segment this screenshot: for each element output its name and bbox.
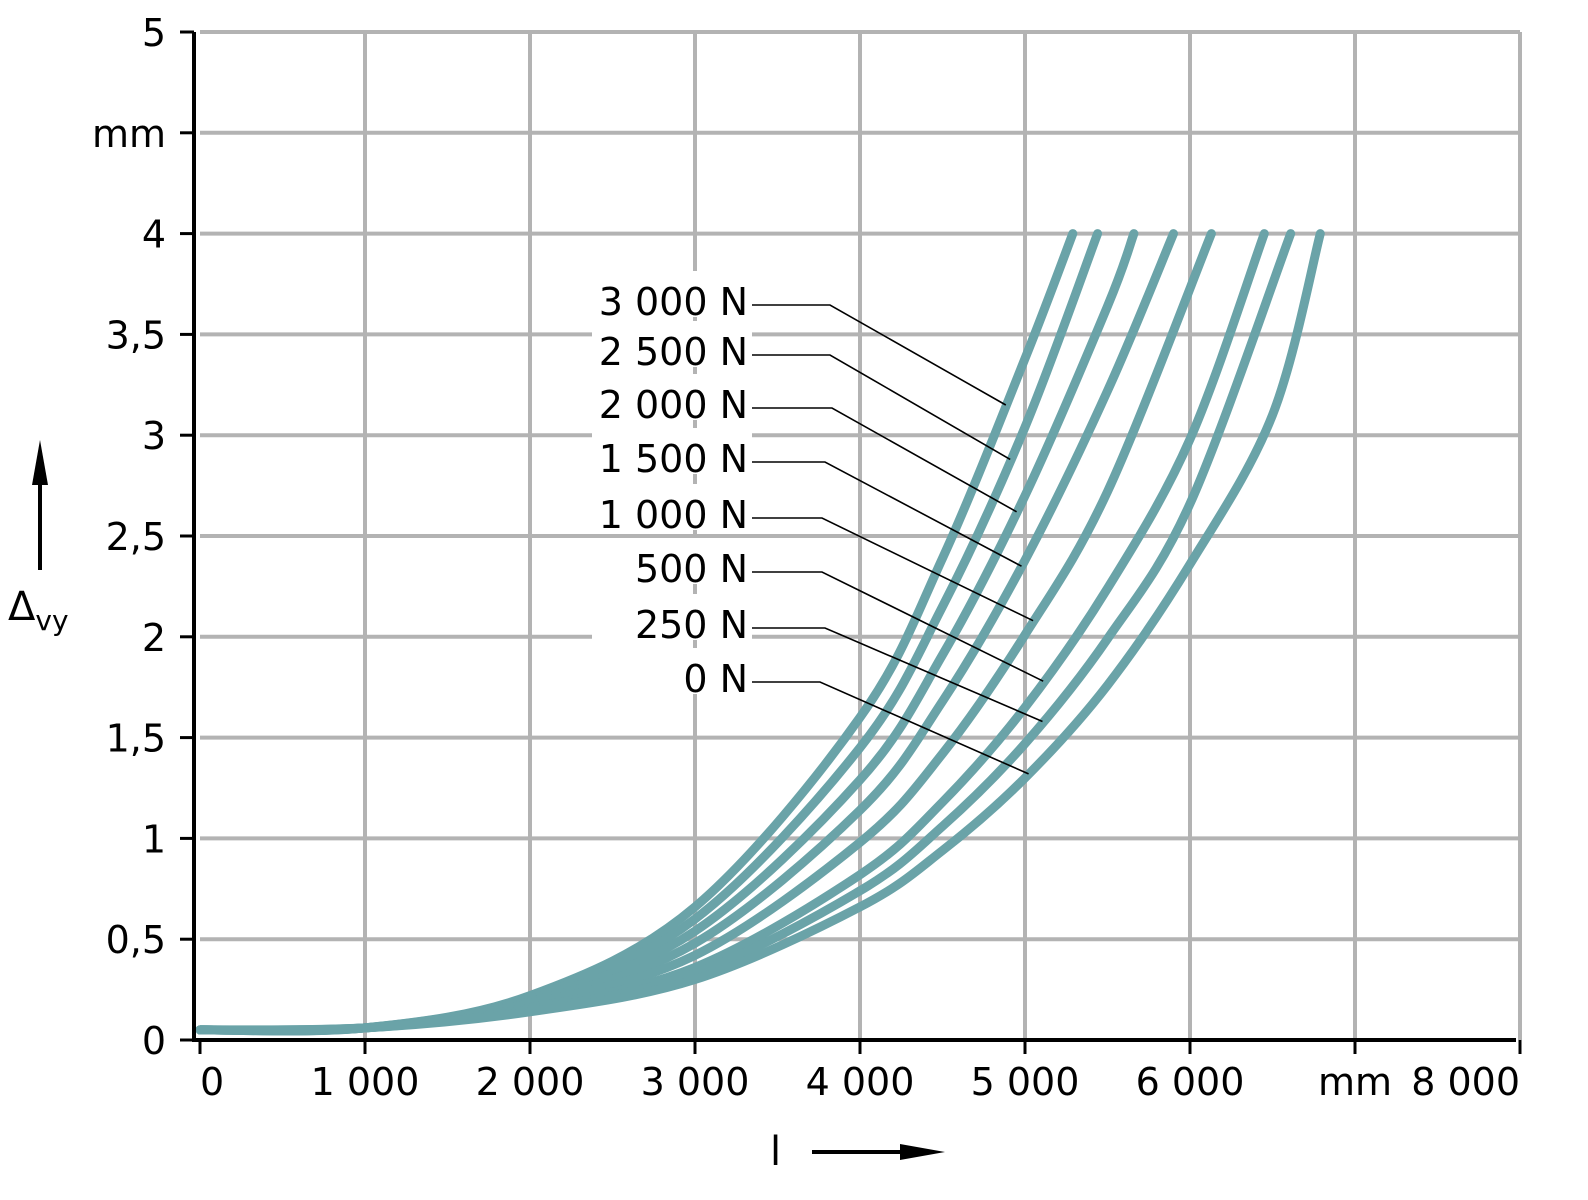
y-tick-label: 0 bbox=[142, 1019, 166, 1063]
axes: 0 0,5 1 1,5 2 2,5 3 3,5 4 mm 5 0 1 000 2 000 3 000 4 00… bbox=[92, 11, 1522, 1104]
y-tick-label: 1 bbox=[142, 817, 166, 861]
leader-line bbox=[752, 354, 1011, 461]
y-axis-title: Δvy bbox=[8, 440, 69, 637]
x-tick-label: 5 000 bbox=[971, 1060, 1080, 1104]
leader-line bbox=[752, 461, 1022, 567]
x-tick-label: 2 000 bbox=[476, 1060, 585, 1104]
leader-line bbox=[752, 517, 1034, 622]
y-axis-label-subscript: vy bbox=[35, 604, 68, 637]
series-label: 1 500 N bbox=[599, 437, 748, 481]
x-axis-label: l bbox=[770, 1129, 781, 1175]
y-tick-label: mm bbox=[92, 112, 166, 156]
y-tick-label: 4 bbox=[142, 213, 166, 257]
curves bbox=[195, 229, 1325, 1036]
y-tick-label: 3,5 bbox=[106, 313, 166, 357]
series-label: 2 000 N bbox=[599, 383, 748, 427]
y-tick-label: 5 bbox=[142, 11, 166, 55]
series-label-background bbox=[592, 484, 752, 530]
y-axis-arrow-head bbox=[32, 440, 48, 485]
x-tick-label: 0 bbox=[200, 1060, 224, 1104]
series-label-background bbox=[592, 271, 752, 317]
y-tick-label: 1,5 bbox=[106, 717, 166, 761]
y-tick-label: 3 bbox=[142, 414, 166, 458]
x-tick-label: 4 000 bbox=[806, 1060, 915, 1104]
x-tick-label: 1 000 bbox=[311, 1060, 420, 1104]
x-axis-title: l bbox=[770, 1129, 945, 1175]
series-label: 1 000 N bbox=[599, 493, 748, 537]
x-tick-label: 3 000 bbox=[641, 1060, 750, 1104]
x-tick-label: 6 000 bbox=[1136, 1060, 1245, 1104]
series-label-background bbox=[592, 374, 752, 420]
series-label-background bbox=[592, 648, 752, 694]
series-label: 3 000 N bbox=[599, 280, 748, 324]
series-labels: 3 000 N 2 500 N 2 000 N 1 500 N 1 000 N 500 N… bbox=[592, 271, 1044, 775]
y-tick-label: 2,5 bbox=[106, 515, 166, 559]
svg-text:Δvy: Δvy bbox=[8, 584, 69, 637]
leader-line bbox=[752, 627, 1043, 723]
series-label: 250 N bbox=[635, 603, 748, 647]
series-label: 0 N bbox=[683, 657, 748, 701]
x-tick-label: 8 000 bbox=[1411, 1060, 1520, 1104]
x-axis-arrow-head bbox=[900, 1144, 945, 1160]
y-tick-label: 0,5 bbox=[106, 918, 166, 962]
series-label-background bbox=[592, 321, 752, 367]
leader-line bbox=[752, 571, 1044, 682]
y-axis-label: Δ bbox=[8, 584, 36, 630]
leader-line bbox=[752, 304, 1007, 406]
leader-line bbox=[752, 681, 1029, 775]
leader-line bbox=[752, 407, 1017, 513]
x-tick-label: mm bbox=[1318, 1060, 1392, 1104]
series-label: 500 N bbox=[635, 547, 748, 591]
series-label-background bbox=[592, 538, 752, 584]
curve-series bbox=[195, 229, 1325, 1035]
y-tick-label: 2 bbox=[142, 616, 166, 660]
series-label-background bbox=[592, 594, 752, 640]
series-label-background bbox=[592, 428, 752, 474]
series-label: 2 500 N bbox=[599, 330, 748, 374]
